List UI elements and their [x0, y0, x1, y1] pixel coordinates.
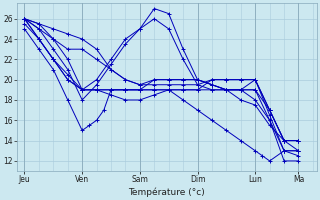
X-axis label: Température (°c): Température (°c): [129, 187, 205, 197]
